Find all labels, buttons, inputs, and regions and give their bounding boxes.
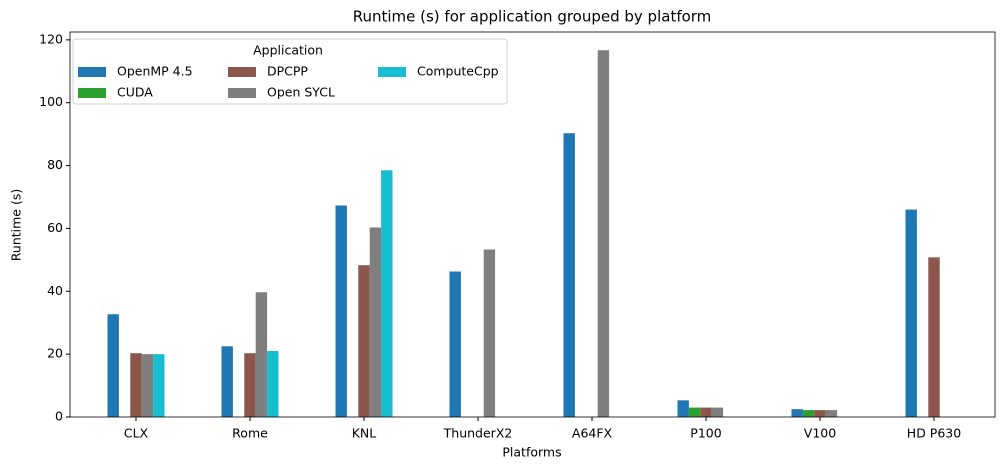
bar	[335, 205, 347, 417]
bar	[677, 400, 689, 417]
y-tick-label: 100	[39, 94, 63, 109]
x-tick-label: HD P630	[907, 426, 961, 441]
x-tick-label: V100	[804, 426, 836, 441]
y-tick-label: 80	[47, 157, 63, 172]
legend-label: CUDA	[117, 85, 153, 100]
bar	[141, 354, 154, 417]
plot-frame	[69, 31, 996, 418]
bar	[255, 292, 268, 417]
x-tick-label: P100	[690, 426, 721, 441]
legend-swatch	[78, 88, 106, 98]
y-tick-label: 60	[47, 220, 63, 235]
legend-label: OpenMP 4.5	[117, 64, 193, 79]
bar	[928, 257, 940, 417]
bar	[825, 410, 838, 417]
bar	[791, 409, 803, 417]
x-axis-label: Platforms	[502, 445, 561, 460]
x-tick-label: ThunderX2	[443, 426, 513, 441]
bar	[814, 410, 826, 417]
legend-label: DPCPP	[267, 64, 308, 79]
bar	[449, 271, 461, 417]
bar	[130, 353, 142, 417]
bar	[563, 133, 575, 417]
bar	[700, 407, 712, 417]
bar	[905, 209, 917, 417]
legend-swatch	[378, 67, 406, 77]
bar	[153, 354, 165, 417]
y-axis-label: Runtime (s)	[9, 189, 24, 261]
y-tick-label: 20	[47, 346, 63, 361]
legend-label: Open SYCL	[267, 85, 335, 100]
chart-title: Runtime (s) for application grouped by p…	[353, 8, 712, 26]
legend-swatch	[78, 67, 106, 77]
legend: Application OpenMP 4.5 CUDA DPCPP Open SYCL C…	[72, 38, 508, 105]
legend-label: ComputeCpp	[417, 64, 499, 79]
bar	[597, 50, 610, 417]
bar	[107, 314, 119, 417]
y-tick-label: 120	[39, 31, 63, 46]
legend-box	[72, 38, 508, 105]
bar	[358, 265, 370, 417]
bar	[802, 410, 815, 417]
x-tick-label: CLX	[124, 426, 149, 441]
bar	[369, 227, 382, 417]
y-tick-label: 40	[47, 283, 63, 298]
bar	[244, 353, 256, 417]
bar	[221, 346, 233, 417]
legend-swatch	[228, 67, 256, 77]
bar	[483, 249, 496, 417]
x-tick-label: Rome	[232, 426, 268, 441]
bar	[381, 170, 393, 417]
bar	[688, 407, 701, 417]
y-tick-label: 0	[55, 409, 63, 424]
x-tick-label: KNL	[352, 426, 377, 441]
bar	[267, 351, 279, 417]
legend-title: Application	[253, 43, 323, 58]
legend-swatch	[228, 88, 256, 98]
bar	[711, 407, 724, 417]
x-tick-label: A64FX	[572, 426, 613, 441]
